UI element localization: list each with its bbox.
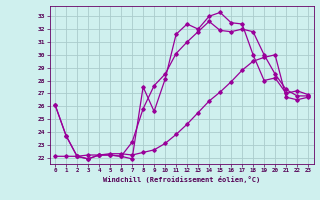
X-axis label: Windchill (Refroidissement éolien,°C): Windchill (Refroidissement éolien,°C) xyxy=(103,176,260,183)
